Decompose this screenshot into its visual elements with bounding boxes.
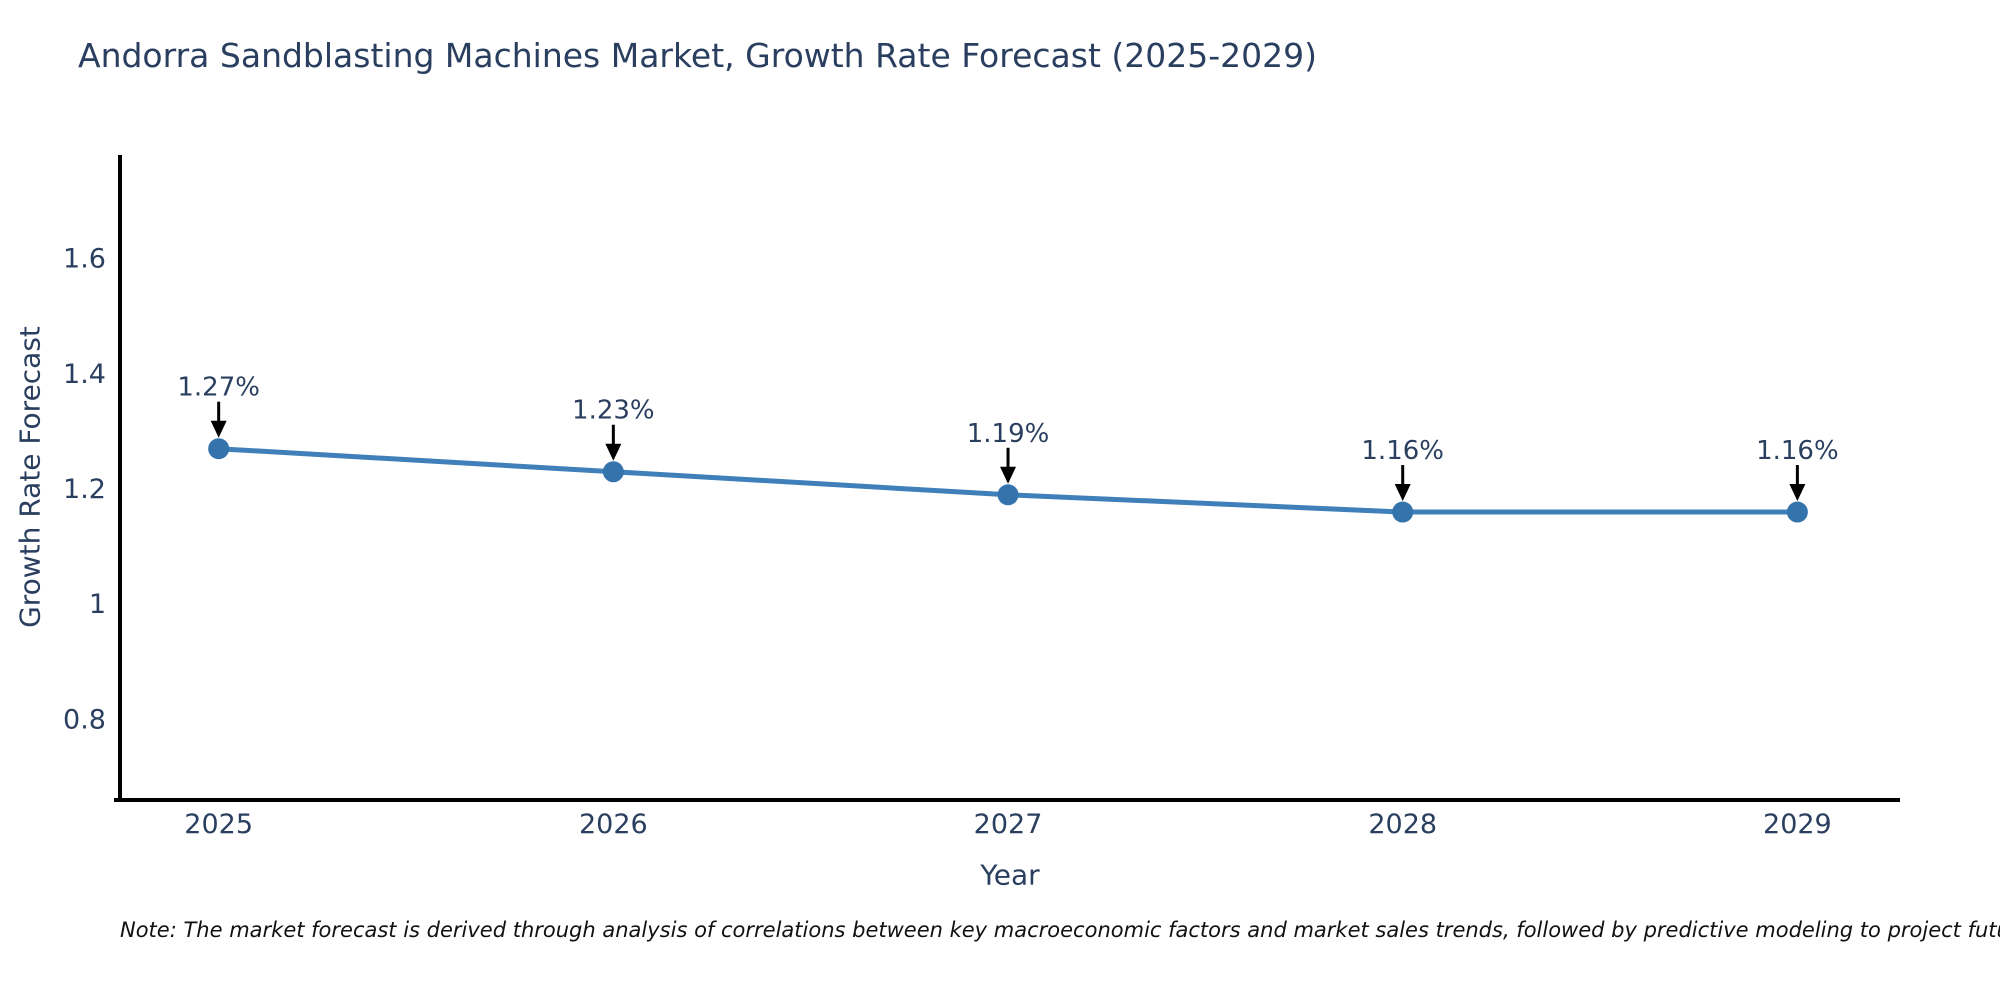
annotation-arrowhead [1000, 466, 1017, 484]
y-tick-label: 1.6 [63, 244, 106, 275]
x-tick-label: 2026 [579, 809, 648, 840]
footnote: Note: The market forecast is derived thr… [120, 918, 2000, 942]
data-point-label: 1.19% [967, 419, 1050, 449]
annotation-arrowhead [1394, 484, 1411, 502]
data-point-marker [1392, 501, 1414, 523]
y-tick-label: 1.2 [63, 474, 106, 505]
x-axis-title: Year [980, 858, 1040, 892]
y-tick-label: 1 [89, 589, 106, 620]
data-point-marker [208, 438, 230, 460]
y-tick-label: 1.4 [63, 359, 106, 390]
x-tick-label: 2025 [184, 809, 253, 840]
annotation-arrowhead [210, 420, 227, 438]
data-point-label: 1.27% [177, 373, 260, 403]
y-tick-label: 0.8 [63, 704, 106, 735]
annotation-arrowhead [605, 443, 622, 461]
data-point-marker [1786, 501, 1808, 523]
data-point-label: 1.16% [1756, 436, 1839, 466]
data-point-label: 1.23% [572, 396, 655, 426]
x-tick-label: 2028 [1368, 809, 1437, 840]
data-point-marker [602, 461, 624, 483]
chart-title: Andorra Sandblasting Machines Market, Gr… [78, 36, 1317, 75]
x-tick-label: 2027 [974, 809, 1043, 840]
annotation-arrowhead [1789, 484, 1806, 502]
data-point-marker [997, 484, 1019, 506]
data-point-label: 1.16% [1361, 436, 1444, 466]
x-tick-label: 2029 [1763, 809, 1832, 840]
